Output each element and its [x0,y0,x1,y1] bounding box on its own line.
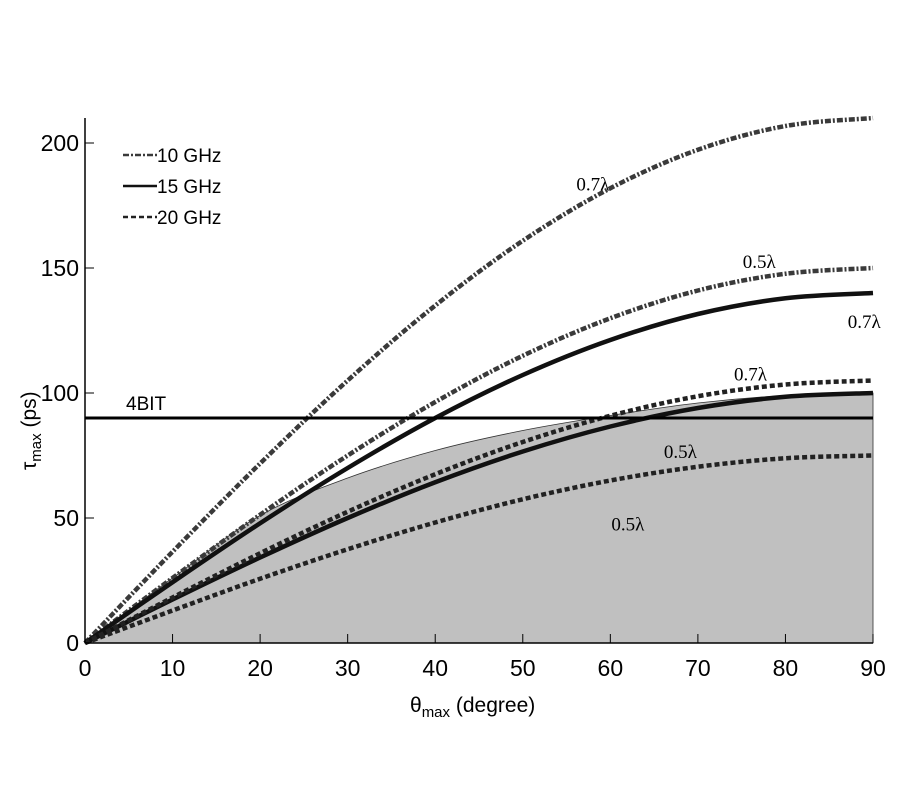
axes-layer: 0 10 20 30 40 50 60 70 80 90 0 50 100 150 200 [41,118,886,681]
x-tick-label: 30 [335,655,361,681]
spacing-annotation: 0.7λ [848,312,882,333]
legend-label: 20 GHz [157,208,221,229]
spacing-annotation: 0.7λ [576,175,610,196]
x-tick-label: 0 [79,655,92,681]
series-line-15ghz-0.7lambda [83,290,874,645]
y-tick-label: 50 [53,505,79,531]
y-tick-label: 200 [41,130,79,156]
series-line-10ghz-0.7lambda [83,115,874,645]
x-tick-label: 80 [773,655,799,681]
shaded-region [83,392,874,644]
x-tick-label: 70 [685,655,711,681]
x-tick-label: 10 [160,655,186,681]
legend-label: 15 GHz [157,177,221,198]
spacing-annotation: 0.7λ [734,365,768,386]
legend-label: 10 GHz [157,146,221,167]
y-axis-label: τmax (ps) [18,391,45,470]
legend: 10 GHz 15 GHz 20 GHz [123,146,221,229]
y-tick-label: 0 [66,630,79,656]
x-tick-label: 40 [422,655,448,681]
x-tick-label: 20 [247,655,273,681]
reference-line-label: 4BIT [126,394,167,415]
x-tick-label: 60 [598,655,624,681]
spacing-annotation: 0.5λ [611,515,645,536]
spacing-annotation: 0.5λ [664,442,698,463]
x-axis-label: θmax (degree) [410,694,535,721]
y-tick-label: 100 [41,380,79,406]
x-tick-label: 50 [510,655,536,681]
shaded-region-layer [83,392,874,644]
x-tick-label: 90 [860,655,886,681]
series-line-20ghz-0.7lambda [83,378,874,645]
annotations-layer: 0.7λ 0.5λ 0.7λ 0.7λ 0.5λ 0.5λ [576,175,881,536]
series-line-20ghz-0.5lambda [84,453,874,646]
spacing-annotation: 0.5λ [743,252,777,273]
series-line-15ghz-0.5lambda [83,390,874,646]
series-layer [83,115,874,646]
reference-line-layer: 4BIT [85,394,873,420]
y-tick-label: 150 [41,255,79,281]
